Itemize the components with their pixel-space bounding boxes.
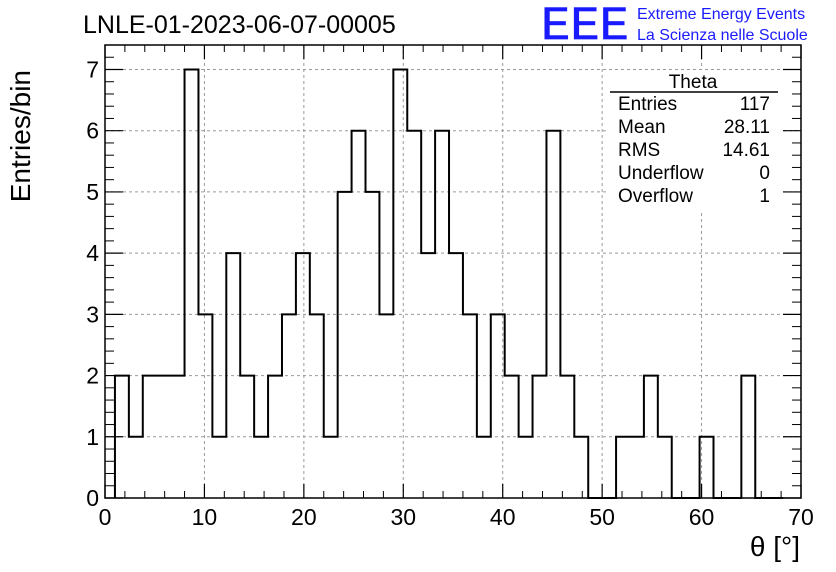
x-tick-label: 20 <box>291 504 317 530</box>
eee-logo: EEE Extreme Energy Events La Scienza nel… <box>540 0 808 52</box>
x-axis-label: θ [°] <box>750 531 800 562</box>
eee-logo-text: EEE <box>541 0 629 51</box>
axis-ticks <box>104 45 802 499</box>
x-tick-label: 60 <box>689 504 715 530</box>
stats-overflow-label: Overflow <box>618 186 693 207</box>
plot-frame <box>104 44 802 499</box>
y-tick-label: 2 <box>86 363 99 389</box>
stats-box: Theta Entries 117 Mean 28.11 RMS 14.61 U… <box>606 70 782 210</box>
stats-mean-value: 28.11 <box>724 117 770 138</box>
stats-overflow-value: 1 <box>759 186 770 207</box>
stats-mean-label: Mean <box>618 117 666 138</box>
y-tick-label: 6 <box>86 118 99 144</box>
y-tick-label: 0 <box>86 485 99 511</box>
y-tick-label: 3 <box>86 301 99 327</box>
logo-line-2: La Scienza nelle Scuole <box>637 27 808 44</box>
logo-line-1: Extreme Energy Events <box>637 6 805 23</box>
x-tick-label: 0 <box>99 504 112 530</box>
x-tick-label: 10 <box>192 504 218 530</box>
x-tick-label: 50 <box>589 504 615 530</box>
x-tick-label: 70 <box>788 504 814 530</box>
x-tick-label: 30 <box>390 504 416 530</box>
stats-rms-label: RMS <box>618 140 660 161</box>
stats-underflow-label: Underflow <box>618 163 704 184</box>
chart-title: LNLE-01-2023-06-07-00005 <box>83 11 396 39</box>
stats-box-background <box>606 70 782 210</box>
stats-box-title: Theta <box>669 72 718 93</box>
y-tick-label: 7 <box>86 56 99 82</box>
y-tick-label: 4 <box>86 240 99 266</box>
stats-underflow-value: 0 <box>759 163 770 184</box>
x-tick-label: 40 <box>490 504 516 530</box>
y-axis-label: Entries/bin <box>5 70 36 202</box>
y-tick-label: 1 <box>86 424 99 450</box>
stats-entries-label: Entries <box>618 94 677 115</box>
y-tick-label: 5 <box>86 179 99 205</box>
histogram-line <box>113 68 784 499</box>
stats-rms-value: 14.61 <box>722 140 770 161</box>
stats-entries-value: 117 <box>740 94 770 115</box>
